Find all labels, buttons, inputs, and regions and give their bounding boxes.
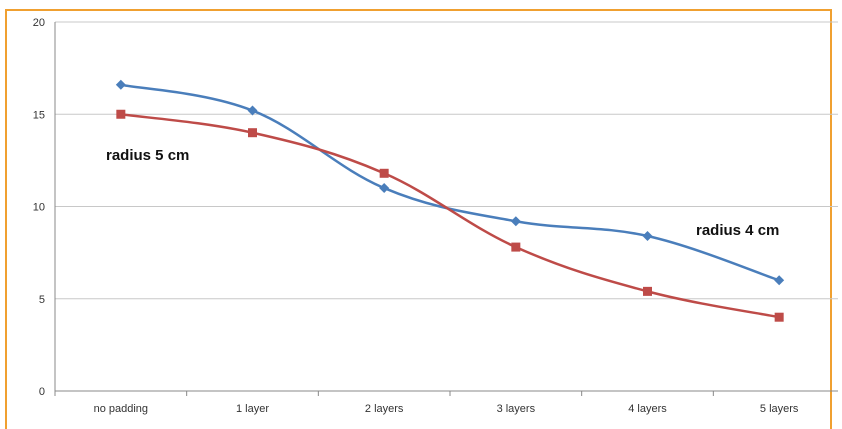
data-point [116, 109, 126, 119]
gridlines [54, 21, 838, 396]
data-point [643, 286, 652, 296]
x-tick-label: 3 layers [497, 403, 536, 415]
x-tick-label: 5 layers [760, 403, 799, 415]
series-group [115, 79, 785, 322]
x-axis-ticks: no padding 1 layer 2 layers 3 layers 4 layer… [94, 403, 799, 415]
data-point [642, 231, 653, 242]
y-axis-ticks: 0 5 10 15 20 [33, 17, 45, 398]
series-0 [115, 79, 785, 286]
y-tick-label: 15 [33, 109, 45, 121]
y-tick-label: 5 [39, 294, 45, 306]
data-point [511, 242, 521, 252]
data-point [248, 128, 257, 138]
series-line [120, 113, 780, 319]
x-tick-label: 4 layers [628, 403, 667, 415]
data-point [247, 105, 258, 116]
annotation-radius-4cm: radius 4 cm [696, 222, 779, 239]
data-point [379, 183, 390, 194]
y-tick-label: 10 [33, 202, 45, 214]
chart-frame [5, 9, 832, 429]
y-tick-label: 0 [39, 386, 45, 398]
x-tick-label: no padding [94, 403, 148, 415]
data-point [379, 168, 389, 178]
data-point [774, 275, 785, 286]
y-tick-label: 20 [33, 17, 45, 29]
data-point [510, 216, 521, 227]
series-1 [116, 109, 784, 322]
data-point [115, 79, 126, 90]
data-point [774, 312, 784, 322]
x-tick-label: 2 layers [365, 403, 404, 415]
x-tick-label: 1 layer [236, 403, 269, 415]
annotation-radius-5cm: radius 5 cm [106, 147, 189, 164]
